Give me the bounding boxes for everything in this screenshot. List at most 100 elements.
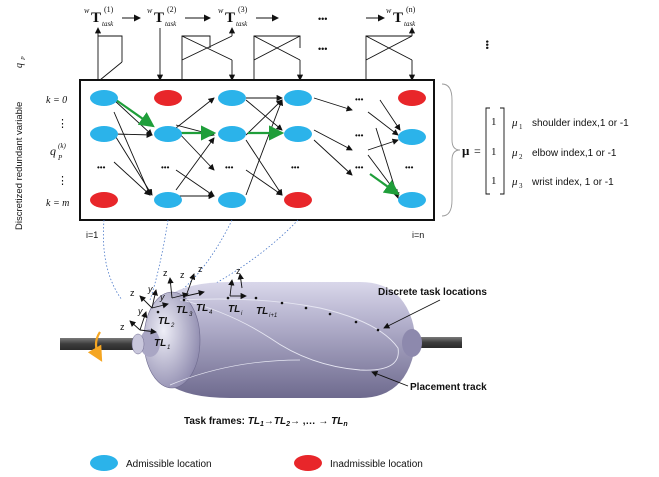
node-admissible <box>218 192 246 208</box>
y-axis-symbol: q <box>14 63 25 68</box>
mu-row-3-sub: 3 <box>519 182 523 190</box>
node-admissible <box>90 90 118 106</box>
svg-text:TL: TL <box>228 304 240 315</box>
node-admissible <box>398 192 426 208</box>
row-label-dots-2: ⋮ <box>57 175 68 187</box>
frame-3-main: T <box>225 10 235 26</box>
mu-row-1-sub: 1 <box>519 123 523 131</box>
tl-4-label: TL 4 <box>196 303 213 316</box>
tl-i-label: TL i <box>228 304 243 317</box>
mu-row-3-value: 1 <box>491 175 497 187</box>
frame-2-sup: w <box>147 6 153 15</box>
svg-text:4: 4 <box>209 310 213 316</box>
svg-text:TL: TL <box>154 338 166 349</box>
mu-row-1-symbol: μ <box>511 117 518 129</box>
frame-3-idx: (3) <box>238 5 248 14</box>
frame-n-idx: (n) <box>406 5 416 14</box>
svg-text:1: 1 <box>167 345 170 351</box>
grid-frame <box>79 79 435 221</box>
svg-text:TL: TL <box>196 303 208 314</box>
svg-text:2: 2 <box>170 323 175 329</box>
tl-i1-label: TL i+1 <box>256 306 277 319</box>
node-col-2: ••• <box>154 90 182 208</box>
callout-discrete-arrow <box>383 299 441 329</box>
callout-placement-track: Placement track <box>410 382 487 393</box>
row-label-mid-sub: P <box>57 154 63 162</box>
axis-y-1: y <box>137 306 143 316</box>
legend-inadmissible-label: Inadmissible location <box>330 459 423 470</box>
svg-text:TL: TL <box>256 306 268 317</box>
frame-n-sup: w <box>386 6 392 15</box>
mu-vector: μ = 1 μ 1 shoulder index,1 or -1 1 μ 2 e… <box>441 83 629 217</box>
frame-n-sub: task <box>404 20 416 28</box>
node-col-dots: ••• ••• ••• <box>355 95 364 172</box>
mu-row-2-text: elbow index,1 or -1 <box>532 148 617 159</box>
coordinate-frames <box>129 273 247 335</box>
node-admissible <box>398 129 426 145</box>
task-frame-3: w T (3) task <box>218 5 248 28</box>
frame-3-sub: task <box>236 20 248 28</box>
svg-text:i+1: i+1 <box>269 313 277 319</box>
left-flange <box>131 333 145 355</box>
mu-equals: = <box>474 144 481 158</box>
node-admissible <box>154 192 182 208</box>
mu-row-3-symbol: μ <box>511 176 518 188</box>
frame-2-sub: task <box>165 20 177 28</box>
legend-admissible-label: Admissible location <box>126 459 212 470</box>
task-frame-n: w T (n) task <box>386 5 416 28</box>
svg-text:3: 3 <box>189 312 193 318</box>
node-ellipsis: ••• <box>97 163 106 172</box>
axis-y-2: y <box>147 284 153 294</box>
y-axis-symbol-sub: P <box>21 56 27 61</box>
node-col-n: ••• <box>398 90 426 208</box>
node-ellipsis: ••• <box>405 163 414 172</box>
left-shaft <box>60 338 150 350</box>
tl-1-label: TL 1 <box>154 338 170 351</box>
axis-z-4: z <box>180 270 185 280</box>
axis-letters: z y z y z z z z y <box>120 264 241 332</box>
mu-bracket-right <box>500 107 505 195</box>
path-seg-1 <box>115 99 155 128</box>
task-frame-1: w T (1) task <box>84 5 114 28</box>
frame-ellipsis: ••• <box>318 14 327 24</box>
col-label-first: i=1 <box>86 230 98 240</box>
node-admissible <box>284 126 312 142</box>
svg-text:TL: TL <box>158 316 170 327</box>
rotation-arrow <box>87 331 103 362</box>
frame-3-sup: w <box>218 6 224 15</box>
task-location-labels: TL 1 TL 2 TL 3 TL 4 TL i TL i+1 <box>154 303 277 351</box>
location-grid: ••• ••• ••• ••• ••• ••• ••• <box>79 79 435 221</box>
caption-text: Task frames: TL1→TL2→ ,… → TLn <box>184 416 348 428</box>
callout-discrete-locations: Discrete task locations <box>378 287 487 298</box>
legend: Admissible location Inadmissible locatio… <box>90 455 423 471</box>
axis-z-5: z <box>198 264 203 274</box>
mu-row-1: 1 μ 1 shoulder index,1 or -1 <box>491 116 629 131</box>
y-axis-label: Discretized redundant variable <box>14 102 25 230</box>
node-admissible <box>218 126 246 142</box>
row-label-top: k = 0 <box>46 95 67 106</box>
node-ellipsis: ••• <box>355 95 364 104</box>
frame-ellipsis-vertical: ••• <box>482 40 492 49</box>
transition-arrows <box>113 94 401 200</box>
row-labels: k = 0 ⋮ q P (k) ⋮ k = m <box>46 95 69 209</box>
task-frames-caption: Task frames: TL1→TL2→ ,… → TLn <box>184 416 348 428</box>
node-col-1: ••• <box>90 90 118 208</box>
node-col-3: ••• <box>218 90 246 208</box>
node-inadmissible <box>284 192 312 208</box>
node-ellipsis: ••• <box>355 131 364 140</box>
node-admissible <box>284 90 312 106</box>
axis-y-3: y <box>159 292 165 302</box>
placement-track-lower <box>169 359 301 386</box>
node-ellipsis: ••• <box>291 163 300 172</box>
mu-row-3-text: wrist index, 1 or -1 <box>531 177 614 188</box>
task-frame-2: w T (2) task <box>147 5 177 28</box>
svg-text:TL: TL <box>176 305 188 316</box>
node-col-4: ••• <box>284 90 312 208</box>
row-label-mid-main: q <box>50 144 56 158</box>
node-ellipsis: ••• <box>225 163 234 172</box>
axis-z-3: z <box>163 268 168 278</box>
pressure-vessel <box>60 282 462 398</box>
frame-1-sup: w <box>84 6 90 15</box>
frame-n-main: T <box>393 10 403 26</box>
frame-1-idx: (1) <box>104 5 114 14</box>
